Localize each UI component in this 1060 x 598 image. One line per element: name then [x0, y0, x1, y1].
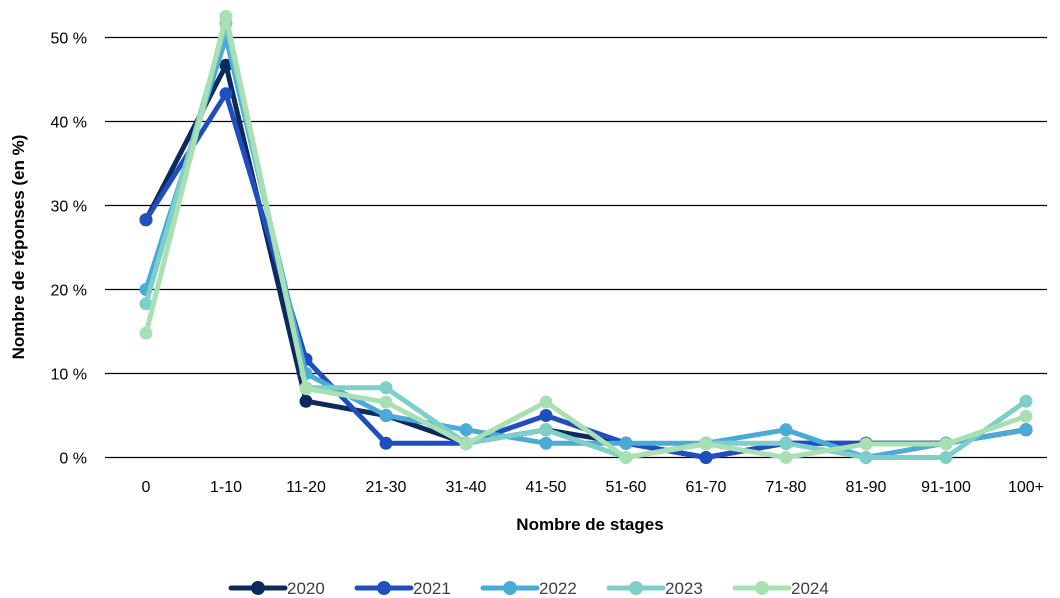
- data-point: [379, 409, 393, 422]
- data-point: [539, 395, 553, 409]
- data-point: [299, 382, 313, 396]
- series-2020: [139, 58, 1033, 464]
- y-tick-label: 0 %: [59, 451, 87, 468]
- y-tick-label: 30 %: [51, 199, 87, 216]
- series-lines: [139, 10, 1033, 464]
- legend-item: 2020: [228, 579, 325, 598]
- data-point: [299, 394, 313, 408]
- legend-swatch-marker: [629, 581, 643, 595]
- legend: 2020 2021 2022 2023 2024: [228, 579, 829, 598]
- data-point: [219, 87, 233, 101]
- data-point: [619, 451, 633, 464]
- data-point: [459, 437, 473, 451]
- data-point: [139, 213, 153, 227]
- data-point: [779, 423, 793, 437]
- legend-item: 2022: [480, 579, 577, 598]
- x-axis-title: Nombre de stages: [516, 515, 663, 534]
- data-point: [1019, 423, 1033, 437]
- y-tick-label: 10 %: [51, 367, 87, 384]
- x-axis-ticks: 0 1-10 11-20 21-30 31-40 41-50 51-60 61-70 71-80…: [142, 479, 1044, 496]
- legend-swatch-marker: [251, 581, 265, 595]
- data-point: [939, 437, 953, 451]
- series-line: [143, 20, 1029, 460]
- x-tick-label: 0: [142, 479, 151, 496]
- data-point: [539, 409, 553, 422]
- x-tick-label: 81-90: [846, 479, 887, 496]
- x-tick-label: 31-40: [446, 479, 487, 496]
- data-point: [779, 436, 793, 450]
- x-tick-label: 21-30: [366, 479, 407, 496]
- x-tick-label: 41-50: [526, 479, 567, 496]
- data-point: [699, 451, 713, 464]
- series-line: [143, 14, 1029, 460]
- data-point: [939, 451, 953, 464]
- data-point: [139, 326, 153, 340]
- legend-item: 2021: [354, 579, 451, 598]
- series-2021: [139, 87, 1033, 464]
- data-point: [1019, 394, 1033, 408]
- data-point: [539, 423, 553, 437]
- data-point: [699, 437, 713, 451]
- y-tick-label: 20 %: [51, 283, 87, 300]
- x-tick-label: 71-80: [766, 479, 807, 496]
- data-point: [379, 436, 393, 450]
- data-point: [139, 297, 153, 311]
- legend-label: 2020: [287, 579, 325, 598]
- data-point: [459, 423, 473, 437]
- data-point: [859, 437, 873, 451]
- data-point: [779, 451, 793, 464]
- data-point: [859, 451, 873, 464]
- x-tick-label: 100+: [1008, 479, 1044, 496]
- y-tick-label: 40 %: [51, 115, 87, 132]
- data-point: [219, 10, 233, 23]
- legend-label: 2023: [665, 579, 703, 598]
- data-point: [1019, 409, 1033, 423]
- legend-item: 2023: [606, 579, 703, 598]
- legend-label: 2024: [791, 579, 829, 598]
- y-tick-label: 50 %: [51, 31, 87, 48]
- data-point: [219, 58, 233, 72]
- data-point: [539, 436, 553, 450]
- y-axis-ticks: 0 % 10 % 20 % 30 % 40 % 50 %: [51, 31, 87, 468]
- data-point: [379, 395, 393, 409]
- legend-swatch-marker: [503, 581, 517, 595]
- x-tick-label: 11-20: [286, 479, 326, 496]
- x-tick-label: 1-10: [210, 479, 242, 496]
- series-2024: [139, 10, 1033, 464]
- x-tick-label: 51-60: [606, 479, 647, 496]
- legend-swatch-marker: [755, 581, 769, 595]
- legend-label: 2022: [539, 579, 577, 598]
- legend-item: 2024: [732, 579, 829, 598]
- data-point: [379, 381, 393, 395]
- legend-label: 2021: [413, 579, 451, 598]
- y-axis-title: Nombre de réponses (en %): [9, 135, 28, 360]
- x-tick-label: 61-70: [686, 479, 727, 496]
- legend-swatch-marker: [377, 581, 391, 595]
- x-tick-label: 91-100: [921, 479, 971, 496]
- data-point: [619, 436, 633, 450]
